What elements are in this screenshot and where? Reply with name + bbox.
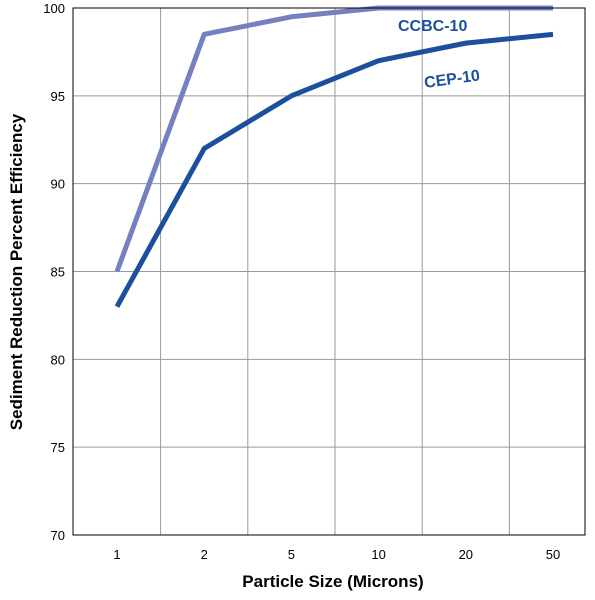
y-tick-label: 100 xyxy=(43,1,65,16)
plot-area-border xyxy=(72,7,586,536)
x-tick-label: 5 xyxy=(288,547,295,562)
series-label-ccbc10: CCBC-10 xyxy=(398,18,467,35)
y-tick-label: 75 xyxy=(51,440,65,455)
axes xyxy=(72,7,586,536)
x-tick-label: 50 xyxy=(546,547,560,562)
y-tick-label: 70 xyxy=(51,528,65,543)
series-label-cep10: CEP-10 xyxy=(423,67,481,92)
y-tick-label: 95 xyxy=(51,89,65,104)
x-tick-label: 20 xyxy=(459,547,473,562)
y-axis-title: Sediment Reduction Percent Efficiency xyxy=(7,113,26,430)
y-tick-label: 80 xyxy=(51,352,65,367)
grid xyxy=(73,8,585,535)
x-tick-label: 2 xyxy=(201,547,208,562)
y-tick-label: 90 xyxy=(51,177,65,192)
y-tick-label: 85 xyxy=(51,265,65,280)
x-axis-title: Particle Size (Microns) xyxy=(242,572,423,591)
y-tick-labels: 70 75 80 85 90 95 100 xyxy=(43,1,65,543)
x-tick-label: 1 xyxy=(113,547,120,562)
series-labels: CCBC-10 CEP-10 xyxy=(398,18,481,92)
x-tick-label: 10 xyxy=(371,547,385,562)
x-tick-labels: 1 2 5 10 20 50 xyxy=(113,547,560,562)
series-line-cep-10 xyxy=(114,31,554,308)
